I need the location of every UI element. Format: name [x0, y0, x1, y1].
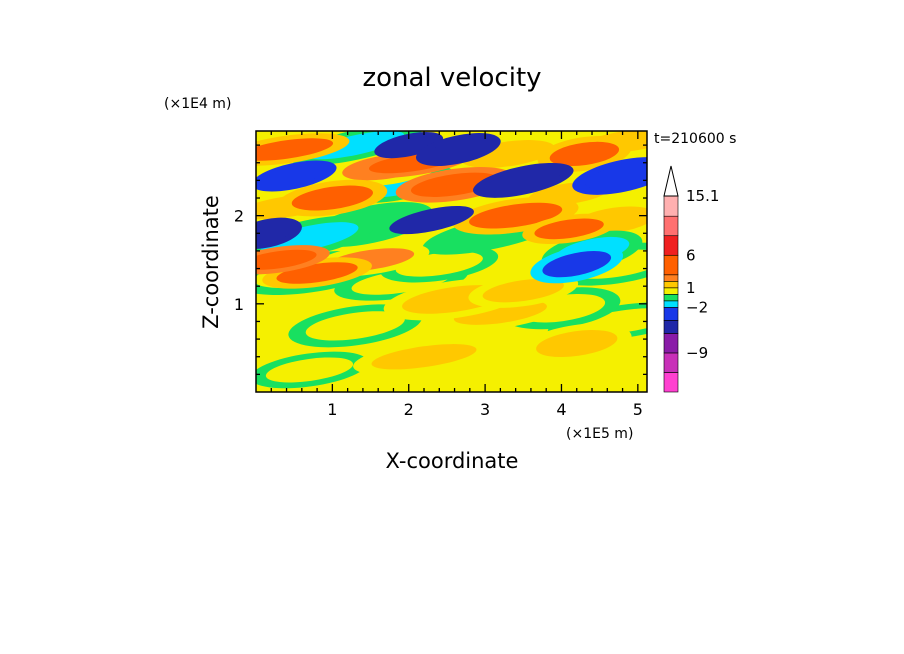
- contour-cell: [265, 357, 354, 383]
- plot-frame: [255, 130, 648, 393]
- chart-title: zonal velocity: [362, 63, 541, 93]
- contour-cell: [534, 218, 604, 240]
- y-tick-label: 1: [234, 295, 244, 314]
- colorbar-label: 6: [686, 246, 696, 264]
- colorbar-band: [663, 300, 679, 308]
- x-unit-label: (×1E5 m): [566, 426, 633, 442]
- colorbar-label: 15.1: [686, 187, 719, 205]
- y-axis-label: Z-coordinate: [199, 195, 223, 329]
- colorbar-band: [663, 274, 679, 282]
- colorbar-band: [663, 287, 679, 295]
- contour-cell: [469, 202, 563, 229]
- colorbar-label: −9: [686, 344, 708, 362]
- y-unit-label: (×1E4 m): [164, 96, 231, 112]
- x-tick-label: 5: [633, 400, 643, 419]
- colorbar-band: [663, 294, 679, 302]
- x-axis-label: X-coordinate: [386, 449, 519, 473]
- contour-cell: [453, 300, 547, 325]
- contour-cell: [482, 278, 564, 303]
- x-tick-label: 4: [556, 400, 566, 419]
- colorbar-band: [663, 352, 679, 373]
- colorbar-label: 1: [686, 279, 696, 297]
- contour-cell: [536, 329, 618, 358]
- colorbar-band: [663, 307, 679, 321]
- contour-field: [256, 131, 647, 392]
- y-axis: 12: [234, 144, 647, 376]
- time-label: t=210600 s: [654, 131, 736, 147]
- contour-cell: [371, 344, 477, 370]
- colorbar-label: −2: [686, 298, 708, 316]
- colorbar-band: [663, 254, 679, 276]
- y-tick-label: 2: [234, 207, 244, 226]
- contour-cell: [291, 185, 373, 211]
- x-tick-label: 1: [327, 400, 337, 419]
- colorbar-band: [663, 235, 679, 256]
- contour-cell: [427, 138, 490, 161]
- colorbar-extend-arrow: [663, 165, 679, 197]
- contour-cell: [256, 222, 293, 244]
- contour-cell: [256, 249, 317, 270]
- colorbar-band: [663, 372, 679, 393]
- contour-cell: [542, 250, 612, 278]
- contour-cell: [486, 168, 561, 193]
- colorbar-band: [663, 215, 679, 237]
- contour-cell: [276, 262, 358, 284]
- x-tick-label: 2: [404, 400, 414, 419]
- colorbar-band: [663, 320, 679, 334]
- colorbar-band: [663, 195, 679, 217]
- colorbar-band: [663, 281, 679, 289]
- colorbar: 15.1 6 1−2 −9: [663, 165, 719, 393]
- contour-cell: [549, 141, 620, 167]
- contour-cell: [262, 165, 326, 187]
- contour-cell: [260, 222, 359, 254]
- contour-cell: [400, 210, 463, 230]
- x-axis: 1 2 3 4 5: [270, 131, 643, 419]
- contour-cell: [383, 136, 435, 155]
- colorbar-band: [663, 333, 679, 354]
- contour-cell: [585, 162, 647, 190]
- contour-cell: [305, 311, 405, 341]
- contour-cell: [256, 138, 334, 161]
- x-tick-label: 3: [480, 400, 490, 419]
